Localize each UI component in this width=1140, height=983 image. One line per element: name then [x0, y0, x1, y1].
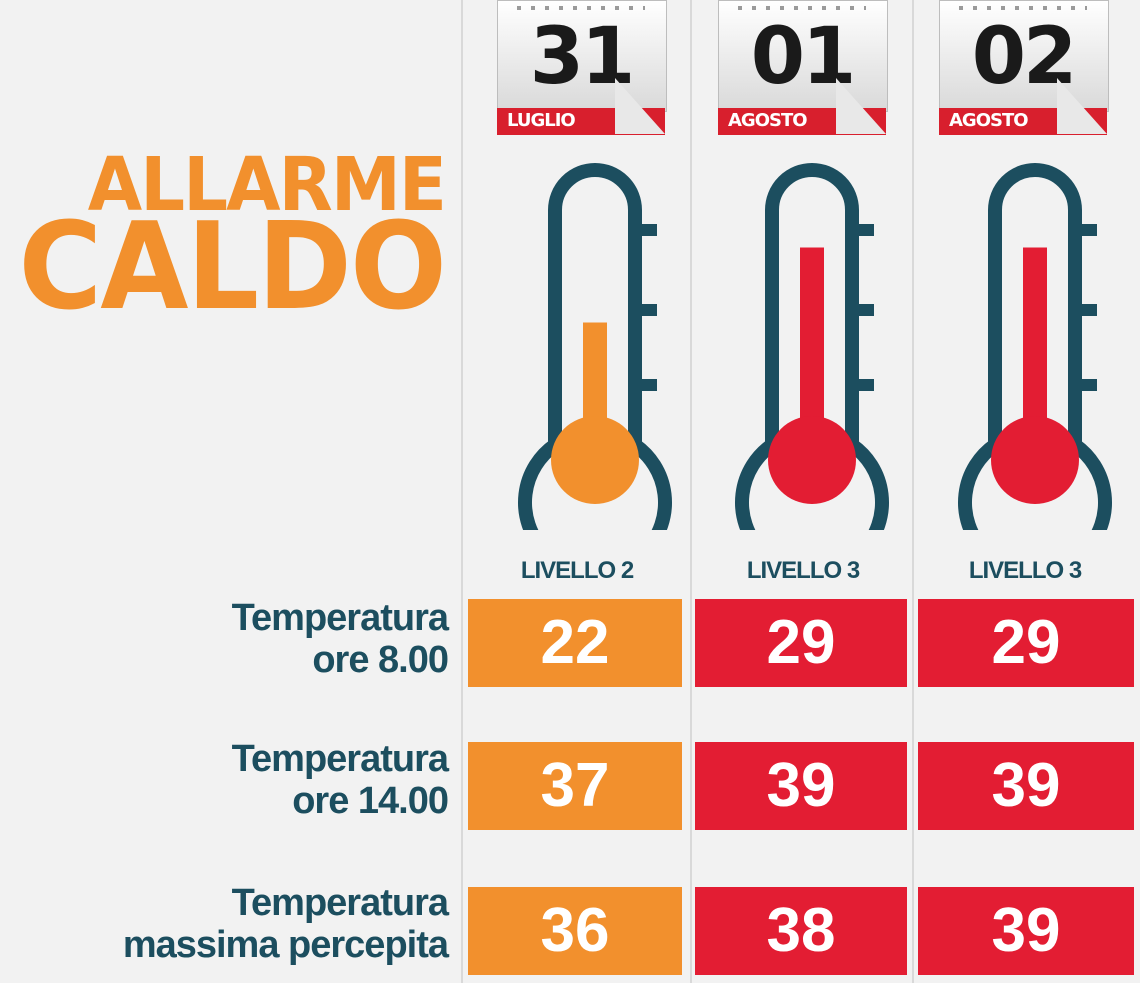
calendar-month: LUGLIO — [507, 110, 576, 131]
row-label-line-2: massima percepita — [122, 924, 449, 966]
temperature-cell: 39 — [918, 742, 1134, 830]
calendar-month: AGOSTO — [949, 110, 1029, 131]
row-label-line-1: Temperatura — [231, 882, 449, 924]
row-label: Temperatura massima percepita — [122, 882, 449, 966]
calendar-icon: 01 AGOSTO — [718, 0, 888, 135]
title-line-1: ALLARME — [87, 142, 447, 228]
temperature-cell: 36 — [468, 887, 682, 975]
thermometer-icon — [735, 163, 889, 530]
column-divider — [690, 0, 692, 983]
temperature-cell: 39 — [918, 887, 1134, 975]
temperature-cell: 29 — [695, 599, 907, 687]
temperature-cell: 39 — [695, 742, 907, 830]
level-label: LIVELLO 2 — [520, 557, 634, 584]
temperature-cell: 22 — [468, 599, 682, 687]
column-divider — [912, 0, 914, 983]
thermometer-icon — [518, 163, 672, 530]
row-label-line-2: ore 8.00 — [312, 639, 449, 681]
row-label-line-2: ore 14.00 — [292, 780, 449, 822]
thermometer-icon — [958, 163, 1112, 530]
row-label-line-1: Temperatura — [231, 738, 449, 780]
calendar-icon: 31 LUGLIO — [497, 0, 667, 135]
calendar-icon: 02 AGOSTO — [939, 0, 1109, 135]
column-divider — [461, 0, 463, 983]
row-label: Temperatura ore 8.00 — [231, 597, 449, 681]
level-label: LIVELLO 3 — [746, 557, 860, 584]
level-label: LIVELLO 3 — [968, 557, 1082, 584]
temperature-cell: 37 — [468, 742, 682, 830]
calendar-month: AGOSTO — [728, 110, 808, 131]
temperature-cell: 29 — [918, 599, 1134, 687]
row-label: Temperatura ore 14.00 — [231, 738, 449, 822]
row-label-line-1: Temperatura — [231, 597, 449, 639]
temperature-cell: 38 — [695, 887, 907, 975]
title-line-2: CALDO — [18, 198, 446, 337]
